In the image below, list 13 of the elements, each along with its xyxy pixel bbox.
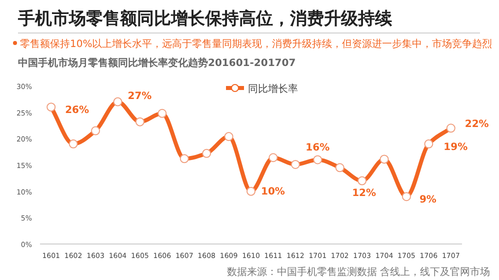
data-label: 9% xyxy=(419,194,436,206)
data-label: 27% xyxy=(128,90,152,102)
legend-label: 同比增长率 xyxy=(248,83,298,95)
data-label: 16% xyxy=(306,142,330,154)
chart-subtitle: 零售额保持10%以上增长水平，远高于零售量同期表现，消费升级持续，但资源进一步集中，市场竞争趋烈 xyxy=(20,38,492,50)
data-label: 12% xyxy=(352,188,376,199)
text: 中国手机市场月零售额同比增长率变化趋势201601-201707 xyxy=(18,57,296,69)
source-note: 数据来源：中国手机零售监测数据 含线上，线下及官网市场 xyxy=(226,266,490,278)
chart-title: 手机市场零售额同比增长保持高位，消费升级持续 xyxy=(17,9,393,29)
data-label: 19% xyxy=(444,142,468,153)
data-label: 22% xyxy=(464,119,489,130)
data-label: 10% xyxy=(261,186,285,198)
data-label: 26% xyxy=(65,105,90,116)
